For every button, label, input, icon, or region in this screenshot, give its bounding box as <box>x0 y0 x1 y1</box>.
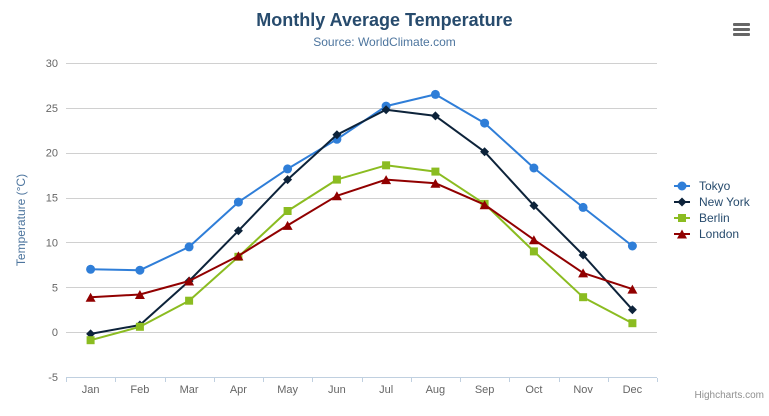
x-axis-label: Aug <box>426 384 446 396</box>
series-line <box>90 93 634 272</box>
data-point[interactable] <box>332 175 341 184</box>
data-point[interactable] <box>233 197 243 207</box>
legend-label: London <box>699 227 740 241</box>
x-axis-label: Oct <box>525 384 542 396</box>
x-axis-label: May <box>277 384 298 396</box>
x-axis-label: Sep <box>475 384 495 396</box>
data-point[interactable] <box>331 191 342 201</box>
data-point[interactable] <box>233 251 244 261</box>
data-point[interactable] <box>578 268 589 278</box>
y-axis-label: 0 <box>52 327 58 339</box>
data-point[interactable] <box>381 175 392 185</box>
legend-label: Berlin <box>699 211 730 225</box>
x-axis-label: Dec <box>623 384 643 396</box>
data-point[interactable] <box>332 130 342 140</box>
data-point[interactable] <box>86 336 95 345</box>
series-line <box>90 164 633 342</box>
data-point[interactable] <box>283 207 292 215</box>
y-axis-label: 30 <box>46 58 58 70</box>
chart-subtitle: Source: WorldClimate.com <box>313 35 456 49</box>
data-point[interactable] <box>134 290 145 299</box>
x-axis-label: Jun <box>328 384 346 396</box>
data-point[interactable] <box>185 296 194 305</box>
x-axis-label: Jan <box>82 384 100 396</box>
data-point[interactable] <box>578 202 588 212</box>
legend-circle-icon <box>674 181 690 191</box>
data-point[interactable] <box>579 293 588 302</box>
data-point[interactable] <box>283 164 293 174</box>
data-point[interactable] <box>85 292 96 302</box>
legend-diamond-icon <box>674 197 690 207</box>
data-point[interactable] <box>86 329 96 339</box>
data-point[interactable] <box>627 305 637 315</box>
data-point[interactable] <box>529 201 539 211</box>
x-axis-label: Feb <box>130 384 149 396</box>
data-point[interactable] <box>430 178 441 188</box>
data-point[interactable] <box>283 175 293 185</box>
data-point[interactable] <box>480 118 490 128</box>
data-point[interactable] <box>184 276 195 286</box>
series-line <box>90 178 633 299</box>
data-point[interactable] <box>480 147 490 157</box>
series-new-york[interactable] <box>86 105 637 339</box>
y-axis-label: 25 <box>46 103 58 115</box>
data-point[interactable] <box>529 247 538 256</box>
data-point[interactable] <box>627 284 638 294</box>
data-point[interactable] <box>382 161 391 170</box>
data-point[interactable] <box>528 235 539 245</box>
x-axis-label: Mar <box>180 384 199 396</box>
data-point[interactable] <box>135 322 144 331</box>
legend-label: New York <box>699 195 750 209</box>
hamburger-icon <box>733 33 750 36</box>
series-tokyo[interactable] <box>86 89 637 275</box>
series-line <box>90 108 634 335</box>
legend-label: Tokyo <box>699 179 731 193</box>
series-london[interactable] <box>85 175 638 302</box>
y-axis-label: 10 <box>46 237 58 249</box>
legend-triangle-icon <box>674 229 690 239</box>
legend-item-berlin[interactable]: Berlin <box>674 210 750 226</box>
data-point[interactable] <box>430 111 440 121</box>
x-axis-label: Jul <box>379 384 393 396</box>
y-axis-label: -5 <box>48 372 58 384</box>
legend-square-icon <box>674 214 690 222</box>
context-menu-button[interactable] <box>733 23 750 36</box>
y-axis-title: Temperature (°C) <box>14 174 28 266</box>
chart-title: Monthly Average Temperature <box>256 10 513 30</box>
data-point[interactable] <box>135 265 145 275</box>
y-axis-label: 15 <box>46 193 58 205</box>
data-point[interactable] <box>233 226 243 236</box>
y-axis-label: 5 <box>52 282 58 294</box>
hamburger-icon <box>733 23 750 26</box>
y-axis-label: 20 <box>46 148 58 160</box>
data-point[interactable] <box>628 319 637 328</box>
data-point[interactable] <box>578 250 588 260</box>
data-point[interactable] <box>86 264 96 274</box>
data-point[interactable] <box>431 167 440 176</box>
credits-link[interactable]: Highcharts.com <box>694 390 764 401</box>
data-point[interactable] <box>627 241 637 251</box>
data-point[interactable] <box>529 163 539 173</box>
legend-item-new-york[interactable]: New York <box>674 194 750 210</box>
data-point[interactable] <box>430 89 440 99</box>
legend-item-london[interactable]: London <box>674 226 750 242</box>
legend-item-tokyo[interactable]: Tokyo <box>674 178 750 194</box>
x-axis-label: Nov <box>573 384 593 396</box>
data-point[interactable] <box>381 105 391 115</box>
legend: Tokyo New York Berlin London <box>674 178 750 242</box>
data-point[interactable] <box>282 220 293 230</box>
data-point[interactable] <box>479 200 490 210</box>
data-point[interactable] <box>184 242 194 252</box>
x-axis-label: Apr <box>230 384 247 396</box>
hamburger-icon <box>733 28 750 31</box>
